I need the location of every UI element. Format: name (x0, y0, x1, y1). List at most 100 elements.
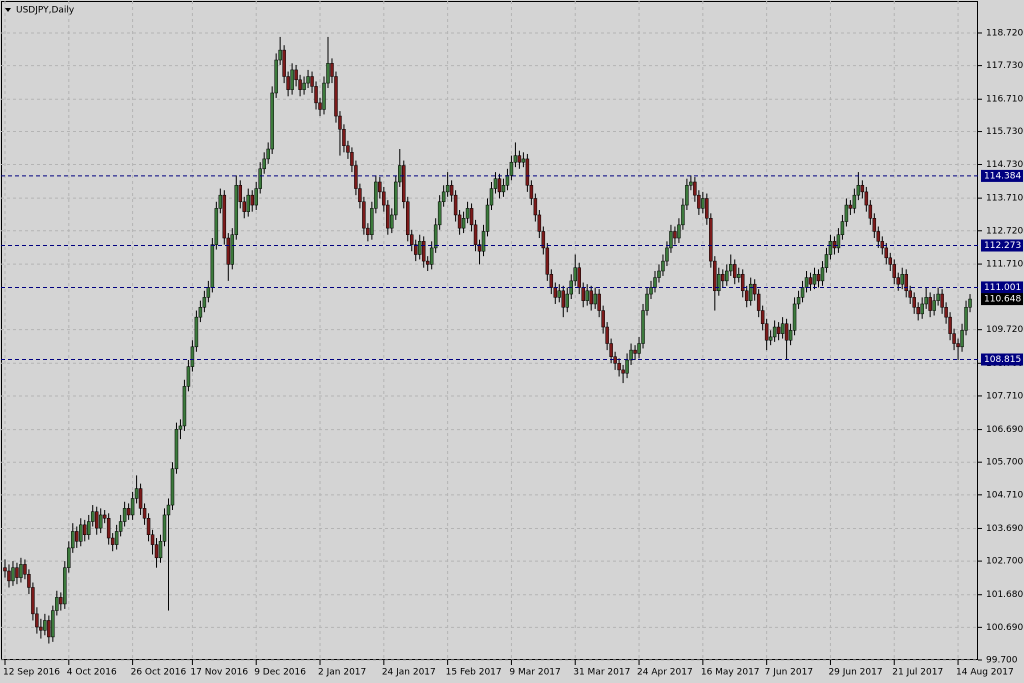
candle-body (501, 185, 506, 193)
candle-body (744, 290, 749, 301)
candle-body (673, 231, 677, 239)
candle-body (529, 185, 534, 199)
candle-body (721, 274, 725, 282)
candle-body (406, 201, 410, 235)
candle-body (266, 148, 270, 160)
candle-body (940, 293, 944, 308)
candle-body (832, 241, 837, 249)
candle-body (928, 297, 932, 311)
candle-body (537, 214, 542, 232)
candle-body (55, 597, 59, 611)
candle-body (493, 178, 498, 189)
y-tick-label: 118.720 (986, 28, 1023, 38)
candle-body (764, 323, 769, 341)
candle-body (509, 161, 514, 176)
level-label: 111.001 (984, 283, 1021, 293)
candle-body (820, 267, 825, 282)
y-tick-label: 112.720 (986, 226, 1023, 236)
candle-body (182, 386, 187, 427)
candle-body (505, 175, 510, 186)
candle-body (681, 204, 685, 226)
candle-body (306, 76, 310, 84)
candle-body (553, 287, 558, 298)
y-tick-label: 103.690 (986, 524, 1023, 534)
candle-body (386, 204, 390, 229)
x-tick-label: 17 Nov 2016 (190, 668, 248, 678)
candle-body (585, 290, 589, 301)
y-tick-label: 102.700 (986, 557, 1023, 567)
candle-body (318, 102, 322, 110)
candle-body (804, 277, 809, 288)
candle-body (114, 531, 119, 545)
candle-body (150, 534, 155, 545)
candle-body (848, 204, 853, 209)
candle-body (210, 244, 215, 288)
candle-body (840, 221, 845, 235)
candle-body (637, 343, 641, 354)
candle-body (194, 316, 199, 348)
candle-body (948, 316, 952, 334)
candle-body (106, 517, 111, 539)
candle-body (226, 237, 231, 265)
candle-body (402, 165, 406, 203)
candle-body (126, 508, 131, 516)
candle-body (234, 185, 239, 235)
level-label-box (981, 169, 1023, 182)
candle-body (481, 231, 486, 252)
candle-body (908, 290, 912, 298)
candle-body (784, 323, 789, 341)
y-tick-label: 100.690 (986, 623, 1023, 633)
candle-body (282, 49, 286, 77)
candle-body (541, 231, 546, 249)
candle-body (230, 234, 235, 265)
candle-body (936, 293, 940, 301)
candle-body (964, 307, 968, 331)
candle-body (884, 247, 889, 259)
candle-body (158, 541, 163, 559)
candle-body (748, 283, 753, 301)
candle-body (617, 363, 621, 371)
candle-body (461, 217, 466, 229)
candle-body (677, 224, 681, 239)
candle-body (421, 241, 426, 262)
candle-body (864, 191, 869, 206)
candle-body (258, 168, 262, 189)
level-label: 114.384 (984, 171, 1021, 181)
candle-body (250, 194, 254, 206)
candle-body (880, 241, 885, 249)
candle-body (812, 274, 817, 285)
candle-body (477, 244, 482, 252)
y-tick-label: 111.710 (986, 260, 1023, 270)
y-tick-label: 101.680 (986, 590, 1023, 600)
candle-body (346, 145, 350, 153)
candle-body (896, 277, 900, 285)
candle-body (7, 570, 11, 582)
x-tick-label: 29 Jun 2017 (828, 668, 882, 678)
candle-body (593, 293, 597, 305)
candle-body (629, 349, 633, 361)
candle-body (94, 511, 99, 529)
candle-body (286, 76, 290, 90)
level-label: 112.273 (984, 241, 1021, 251)
candle-body (154, 544, 159, 559)
candle-body (577, 267, 581, 288)
candle-body (425, 260, 430, 265)
candle-body (697, 194, 701, 209)
candle-body (792, 303, 797, 331)
y-tick-label: 104.710 (986, 490, 1023, 500)
x-tick-label: 24 Jan 2017 (382, 668, 436, 678)
candle-body (409, 234, 414, 245)
candle-body (51, 610, 55, 638)
candle-body (178, 425, 183, 430)
candle-body (102, 514, 107, 519)
candle-body (872, 217, 877, 232)
y-tick-label: 109.720 (986, 325, 1023, 335)
candle-body (497, 178, 502, 193)
candle-body (254, 188, 258, 206)
candle-body (573, 267, 577, 282)
x-tick-label: 12 Sep 2016 (3, 668, 60, 678)
x-tick-label: 31 Mar 2017 (573, 668, 630, 678)
candle-body (968, 298, 972, 308)
candle-body (186, 366, 191, 387)
candle-body (39, 626, 43, 631)
